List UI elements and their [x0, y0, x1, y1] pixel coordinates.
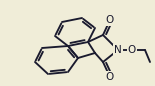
- Text: O: O: [128, 45, 136, 55]
- Text: O: O: [106, 72, 114, 82]
- Text: O: O: [106, 15, 114, 25]
- Text: N: N: [114, 45, 122, 55]
